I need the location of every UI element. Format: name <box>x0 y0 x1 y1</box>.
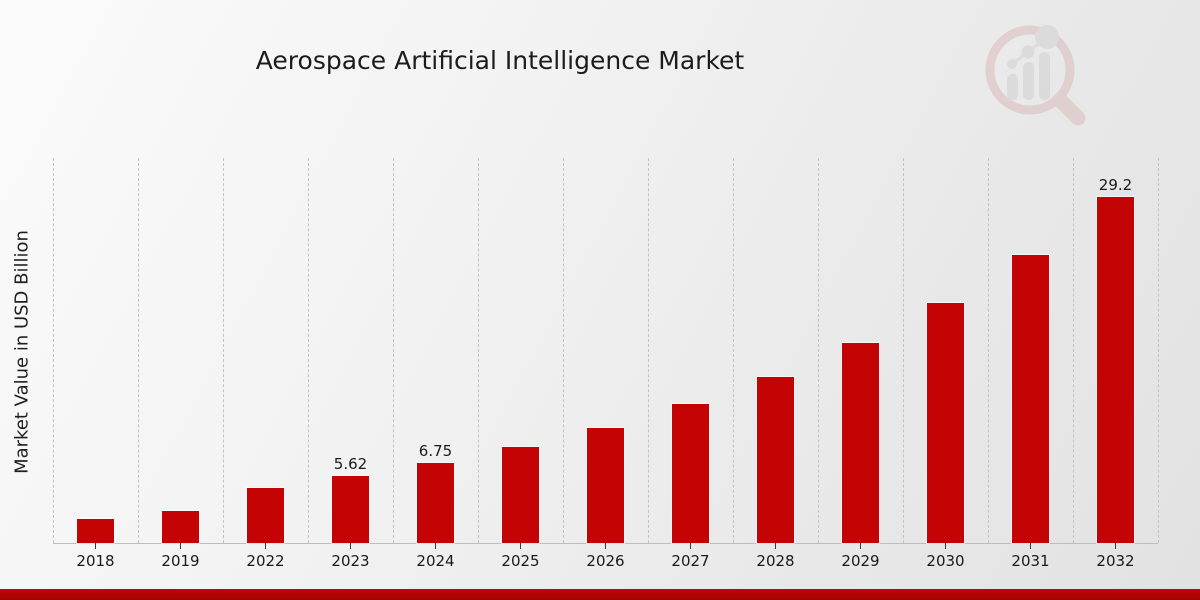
axis-tick <box>94 543 97 549</box>
axis-tick <box>859 543 862 549</box>
axis-tick <box>349 543 352 549</box>
x-tick-label-2030: 2030 <box>926 552 965 570</box>
bar-2027 <box>672 404 709 543</box>
x-tick-label-2018: 2018 <box>76 552 115 570</box>
axis-tick <box>434 543 437 549</box>
gridline <box>903 158 904 543</box>
gridline <box>563 158 564 543</box>
axis-tick <box>774 543 777 549</box>
gridline <box>818 158 819 543</box>
axis-tick <box>944 543 947 549</box>
gridline <box>733 158 734 543</box>
bar-2029 <box>842 343 879 543</box>
x-tick-label-2022: 2022 <box>246 552 285 570</box>
gridline <box>1158 158 1159 543</box>
axis-tick <box>179 543 182 549</box>
gridline <box>988 158 989 543</box>
gridline <box>308 158 309 543</box>
bar-value-label-2032: 29.2 <box>1098 176 1133 194</box>
gridline <box>1073 158 1074 543</box>
axis-tick <box>604 543 607 549</box>
x-tick-label-2024: 2024 <box>416 552 455 570</box>
bar-value-label-2023: 5.62 <box>333 455 368 473</box>
bar-value-label-2024: 6.75 <box>418 442 453 460</box>
bar-2025 <box>502 447 539 543</box>
magnifier-bar-chart-icon <box>985 25 1086 126</box>
gridline <box>648 158 649 543</box>
x-tick-label-2031: 2031 <box>1011 552 1050 570</box>
gridline <box>393 158 394 543</box>
gridline <box>53 158 54 543</box>
bar-2032 <box>1097 197 1134 543</box>
bar-2022 <box>247 488 284 543</box>
gridline <box>138 158 139 543</box>
x-tick-label-2032: 2032 <box>1096 552 1135 570</box>
x-tick-label-2028: 2028 <box>756 552 795 570</box>
footer-stripe <box>0 589 1200 600</box>
bar-2019 <box>162 511 199 543</box>
axis-tick <box>689 543 692 549</box>
axis-tick <box>264 543 267 549</box>
bar-2031 <box>1012 255 1049 543</box>
chart-title: Aerospace Artificial Intelligence Market <box>255 46 745 75</box>
axis-tick <box>519 543 522 549</box>
x-tick-label-2023: 2023 <box>331 552 370 570</box>
x-tick-label-2027: 2027 <box>671 552 710 570</box>
bar-2023 <box>332 476 369 543</box>
y-axis-label: Market Value in USD Billion <box>11 230 33 474</box>
plot-area: 2018 2019 2022 2023 5.62 2024 6.75 2025 2026 2027… <box>53 158 1159 570</box>
bar-2026 <box>587 428 624 543</box>
bar-2030 <box>927 303 964 543</box>
bar-2028 <box>757 377 794 543</box>
axis-tick <box>1114 543 1117 549</box>
gridline <box>478 158 479 543</box>
x-tick-label-2025: 2025 <box>501 552 540 570</box>
logo-watermark <box>978 14 1108 138</box>
x-tick-label-2029: 2029 <box>841 552 880 570</box>
x-tick-label-2019: 2019 <box>161 552 200 570</box>
axis-tick <box>1029 543 1032 549</box>
bar-2024 <box>417 463 454 543</box>
bar-2018 <box>77 519 114 543</box>
gridline <box>223 158 224 543</box>
x-tick-label-2026: 2026 <box>586 552 625 570</box>
